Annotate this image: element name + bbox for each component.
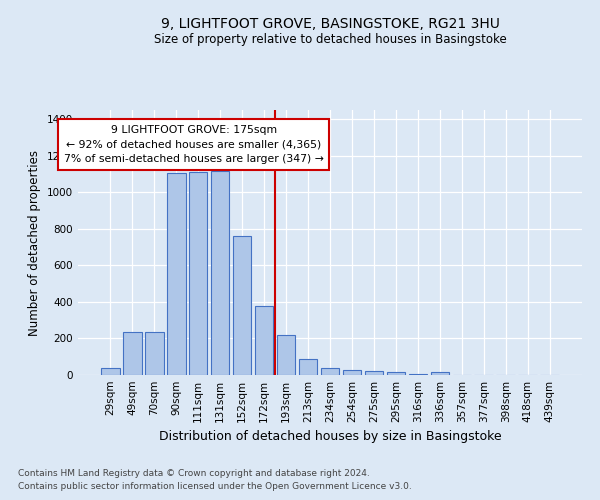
Y-axis label: Number of detached properties: Number of detached properties	[28, 150, 41, 336]
Bar	[255, 306, 274, 375]
Text: Contains HM Land Registry data © Crown copyright and database right 2024.: Contains HM Land Registry data © Crown c…	[18, 468, 370, 477]
Bar	[409, 374, 427, 375]
Text: 9 LIGHTFOOT GROVE: 175sqm
← 92% of detached houses are smaller (4,365)
7% of sem: 9 LIGHTFOOT GROVE: 175sqm ← 92% of detac…	[64, 124, 323, 164]
Bar	[320, 368, 340, 375]
Bar	[233, 236, 251, 375]
Bar	[299, 360, 317, 375]
Bar	[123, 332, 142, 375]
Bar	[343, 370, 361, 375]
Bar	[167, 173, 185, 375]
Bar	[189, 172, 208, 375]
Text: Size of property relative to detached houses in Basingstoke: Size of property relative to detached ho…	[154, 32, 506, 46]
Bar	[145, 332, 164, 375]
Bar	[365, 371, 383, 375]
Text: Contains public sector information licensed under the Open Government Licence v3: Contains public sector information licen…	[18, 482, 412, 491]
Bar	[101, 368, 119, 375]
Bar	[386, 372, 405, 375]
Bar	[431, 372, 449, 375]
Text: 9, LIGHTFOOT GROVE, BASINGSTOKE, RG21 3HU: 9, LIGHTFOOT GROVE, BASINGSTOKE, RG21 3H…	[161, 18, 499, 32]
Bar	[211, 171, 229, 375]
X-axis label: Distribution of detached houses by size in Basingstoke: Distribution of detached houses by size …	[158, 430, 502, 444]
Bar	[277, 335, 295, 375]
